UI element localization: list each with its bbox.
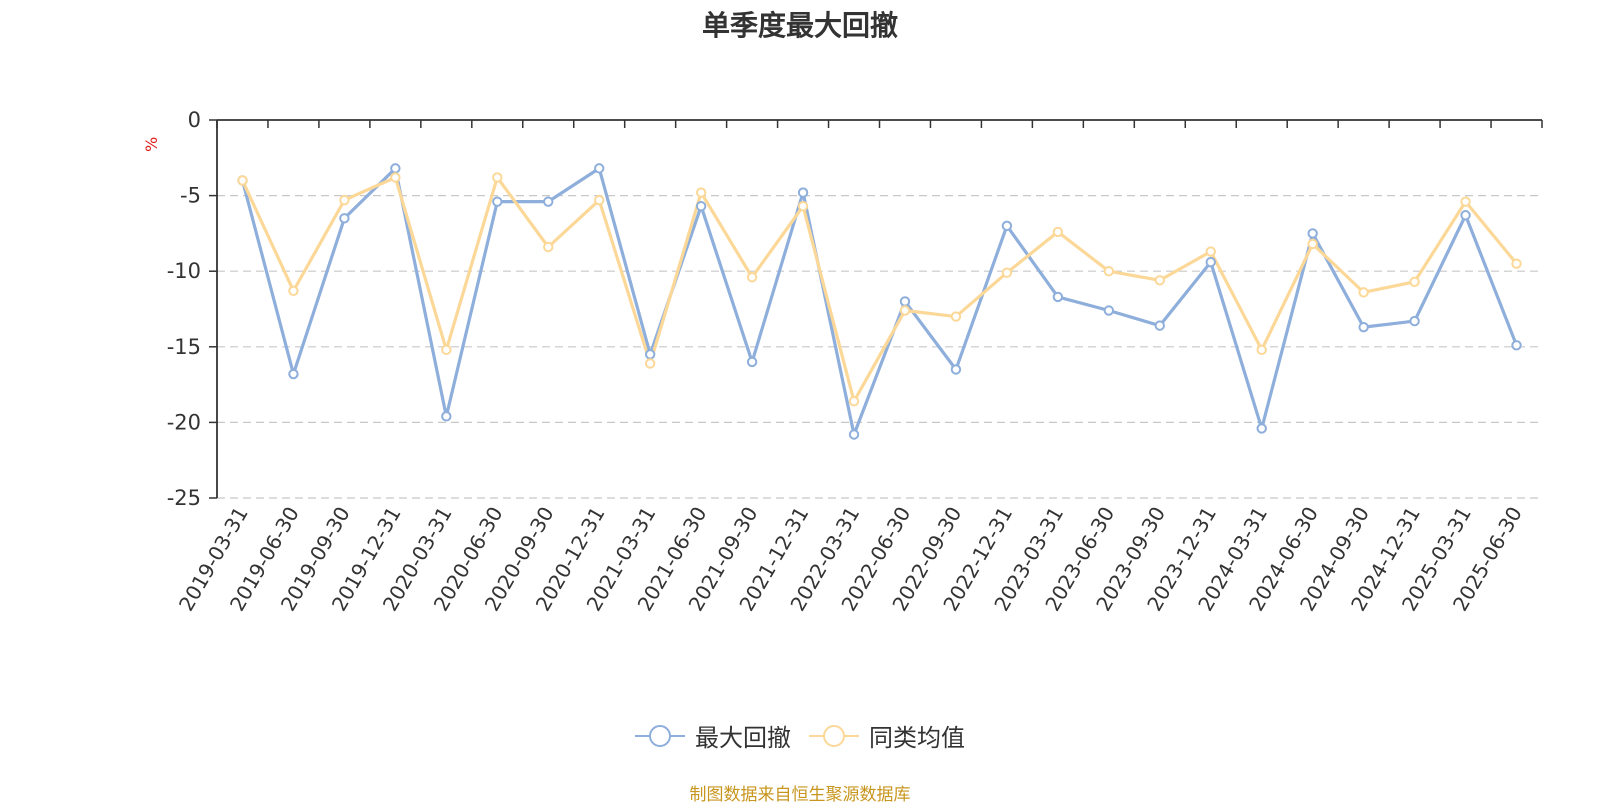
data-point-max-drawdown xyxy=(1358,321,1369,333)
data-point-peer-average xyxy=(1154,275,1165,286)
data-point-peer-average xyxy=(695,187,707,198)
data-point-max-drawdown xyxy=(746,356,758,368)
data-point-peer-average xyxy=(1001,267,1013,278)
data-point-max-drawdown xyxy=(1409,315,1420,327)
data-point-peer-average xyxy=(1103,266,1115,277)
data-point-max-drawdown xyxy=(1511,340,1522,351)
data-point-max-drawdown xyxy=(797,187,809,198)
legend-label-peer-average: 同类均值 xyxy=(869,724,965,752)
legend-label-max-drawdown: 最大回撤 xyxy=(695,724,791,752)
data-point-max-drawdown xyxy=(899,296,911,307)
data-point-max-drawdown xyxy=(339,213,350,224)
legend-item-peer-average[interactable]: 同类均值 xyxy=(809,718,965,753)
data-point-max-drawdown xyxy=(848,429,860,440)
data-point-peer-average xyxy=(339,194,350,206)
data-point-peer-average xyxy=(390,172,401,183)
series-line-max-drawdown xyxy=(240,166,1519,437)
data-point-max-drawdown xyxy=(1307,228,1318,239)
data-point-max-drawdown xyxy=(695,200,707,212)
data-point-peer-average xyxy=(1358,287,1369,298)
data-point-peer-average xyxy=(644,358,656,369)
data-point-peer-average xyxy=(1052,226,1064,238)
data-point-max-drawdown xyxy=(492,196,503,207)
legend: 最大回撤 同类均值 xyxy=(0,718,1600,753)
data-point-max-drawdown xyxy=(1103,305,1115,316)
data-point-peer-average xyxy=(797,200,809,212)
y-tick-label: -25 xyxy=(167,486,201,510)
data-point-max-drawdown xyxy=(1001,220,1013,232)
data-point-peer-average xyxy=(1307,238,1318,250)
data-point-max-drawdown xyxy=(1460,210,1471,221)
data-point-max-drawdown xyxy=(1154,320,1165,331)
data-point-peer-average xyxy=(492,172,503,183)
data-point-max-drawdown xyxy=(390,163,401,174)
data-point-peer-average xyxy=(746,272,758,283)
series-line-peer-average xyxy=(241,175,1518,403)
data-point-max-drawdown xyxy=(950,364,962,375)
data-point-peer-average xyxy=(1205,246,1216,257)
data-source-note: 制图数据来自恒生聚源数据库 xyxy=(689,785,911,805)
chart-title: 单季度最大回撤 xyxy=(701,9,898,42)
data-point-max-drawdown xyxy=(1052,291,1064,303)
data-point-peer-average xyxy=(594,194,605,206)
y-tick-label: -10 xyxy=(167,259,201,283)
legend-line-icon xyxy=(809,724,859,747)
data-point-max-drawdown xyxy=(288,368,299,380)
y-tick-label: 0 xyxy=(188,108,201,132)
y-tick-label: -20 xyxy=(167,410,201,434)
data-point-max-drawdown xyxy=(1205,256,1216,268)
data-point-peer-average xyxy=(1511,258,1522,269)
data-point-max-drawdown xyxy=(644,349,656,360)
legend-item-max-drawdown[interactable]: 最大回撤 xyxy=(635,718,791,753)
data-point-peer-average xyxy=(899,305,911,316)
data-point-peer-average xyxy=(1460,196,1471,207)
legend-line-icon xyxy=(635,724,685,747)
y-tick-label: -5 xyxy=(180,184,201,208)
data-point-peer-average xyxy=(237,175,248,186)
y-tick-label: -15 xyxy=(167,335,201,359)
data-point-peer-average xyxy=(441,344,452,356)
data-point-max-drawdown xyxy=(543,196,554,207)
data-point-max-drawdown xyxy=(594,163,605,174)
data-point-peer-average xyxy=(543,241,554,253)
data-point-peer-average xyxy=(288,285,299,297)
data-point-peer-average xyxy=(950,311,962,322)
data-point-max-drawdown xyxy=(1256,423,1267,434)
data-point-peer-average xyxy=(848,396,860,407)
data-point-peer-average xyxy=(1409,276,1420,287)
data-point-max-drawdown xyxy=(441,411,452,422)
data-point-peer-average xyxy=(1256,344,1267,356)
